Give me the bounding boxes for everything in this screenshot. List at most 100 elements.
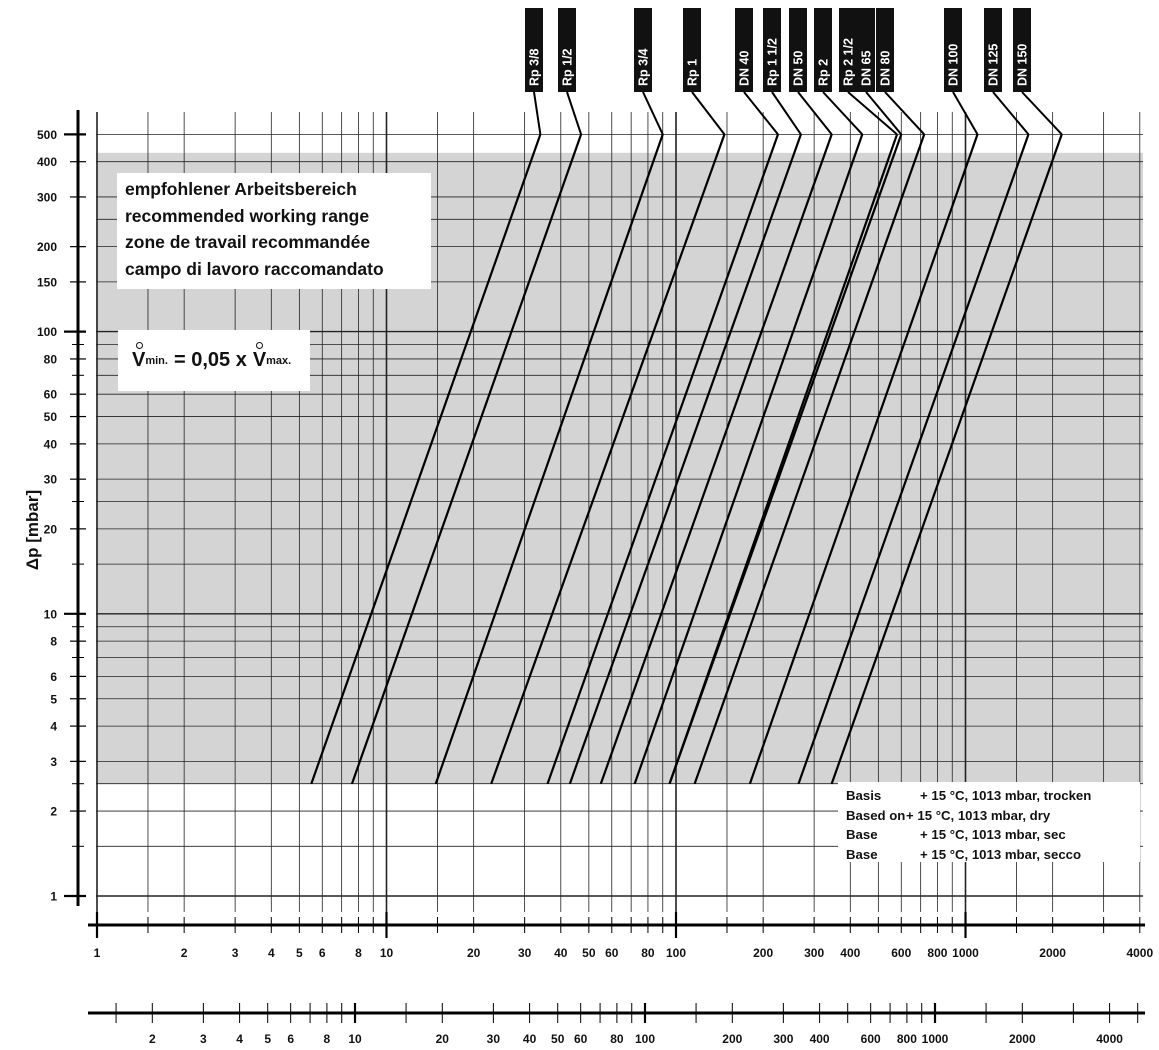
size-label-9: Rp 2 1/2 [842,38,856,86]
vmin-formula-box: V min. = 0,05 x V max. [118,330,310,391]
x2-tick-label: 10 [348,1032,362,1046]
x1-tick-label: 2000 [1039,946,1066,960]
size-label-10: DN 65 [860,51,874,86]
curve-leader-7 [797,91,833,135]
vmin-factor: = 0,05 x [173,349,247,371]
size-label-box-3 [634,8,652,92]
curve-13 [797,133,1030,785]
x1-tick-label: 6 [319,946,326,960]
size-label-1: Rp 3/8 [528,48,542,86]
curve-leader-1 [533,91,542,135]
size-label-14: DN 150 [1016,44,1030,86]
x1-tick-label: 80 [641,946,655,960]
size-label-6: Rp 1 1/2 [766,38,780,86]
curve-leader-14 [1021,91,1063,136]
y-tick-label: 1 [50,890,57,904]
curve-3 [434,133,664,785]
size-label-box-6 [763,8,781,92]
curve-12 [748,133,979,785]
range-line-it: campo di lavoro raccomandato [125,258,384,279]
y-tick-label: 300 [37,190,57,204]
x1-tick-label: 30 [518,946,532,960]
x2-tick-label: 4000 [1096,1032,1123,1046]
y-tick-label: 150 [37,275,57,289]
x1-tick-label: 5 [296,946,303,960]
curve-leader-10 [865,91,903,135]
x1-tick-label: 300 [804,946,824,960]
y-tick-label: 10 [44,607,58,621]
size-label-box-5 [735,8,753,92]
range-line-en: recommended working range [125,205,370,226]
x2-tick-label: 8 [324,1032,331,1046]
size-label-box-14 [1013,8,1031,92]
size-label-3: Rp 3/4 [637,48,651,86]
x1-tick-label: 1000 [952,946,979,960]
x2-tick-label: 4 [236,1032,243,1046]
size-label-box-8 [814,8,832,92]
basis-row-en: Based on + 15 °C, 1013 mbar, dry [846,807,1051,823]
curve-5 [546,133,779,785]
x2-tick-label: 80 [610,1032,624,1046]
curve-leader-4 [691,91,726,135]
y-tick-label: 5 [50,692,57,706]
curve-7 [599,133,833,785]
x1-tick-label: 100 [666,946,686,960]
vmax-subscript: max. [266,354,292,367]
x2-tick-label: 50 [551,1032,565,1046]
x1-tick-label: 50 [582,946,596,960]
vmax-symbol: V [252,342,267,371]
x2-tick-label: 2000 [1009,1032,1036,1046]
x2-tick-label: 5 [264,1032,271,1046]
x2-tick-label: 400 [810,1032,830,1046]
size-label-box-7 [789,8,807,92]
y-tick-label: 500 [37,128,57,142]
axes: 1234568102030405060801001502003004005001… [37,110,1153,1046]
size-label-box-2 [558,8,576,92]
x2-tick-label: 60 [574,1032,588,1046]
size-label-2: Rp 1/2 [561,48,575,86]
y-axis-label: Δp [mbar] [23,490,42,570]
size-label-box-10 [857,8,875,92]
curve-leader-13 [992,91,1030,135]
curve-2 [350,133,583,785]
x1-tick-label: 3 [232,946,239,960]
size-label-12: DN 100 [947,44,961,86]
y-tick-label: 400 [37,155,57,169]
x2-tick-label: 40 [523,1032,537,1046]
x2-tick-label: 600 [861,1032,881,1046]
curves [310,91,1063,785]
y-tick-label: 6 [50,670,57,684]
y-tick-label: 20 [44,522,58,536]
size-label-7: DN 50 [792,51,806,86]
curve-leader-3 [642,91,664,135]
curve-leader-5 [743,91,779,135]
size-label-box-13 [984,8,1002,92]
y-tick-label: 100 [37,325,57,339]
x1-tick-label: 800 [927,946,947,960]
curve-leader-12 [952,91,979,135]
size-label-box-9 [839,8,857,92]
x1-tick-label: 40 [554,946,568,960]
x1-tick-label: 4 [268,946,275,960]
y-tick-label: 200 [37,240,57,254]
size-label-13: DN 125 [987,44,1001,86]
curve-14 [830,133,1063,785]
y-tick-label: 80 [44,352,58,366]
basis-conditions-box: Basis + 15 °C, 1013 mbar, trocken Based … [838,782,1140,862]
curve-10 [668,133,903,785]
x2-tick-label: 200 [722,1032,742,1046]
curve-leader-9 [847,91,898,136]
size-label-box-11 [876,8,894,92]
x2-tick-label: 2 [149,1032,156,1046]
vmin-symbol: V [132,342,146,371]
curve-11 [693,133,926,785]
x2-tick-label: 3 [200,1032,207,1046]
x1-tick-label: 400 [840,946,860,960]
y-tick-label: 3 [50,755,57,769]
range-line-de: empfohlener Arbeitsbereich [125,179,357,199]
x2-tick-label: 20 [436,1032,450,1046]
curve-8 [633,133,864,785]
x1-tick-label: 1 [94,946,101,960]
y-tick-label: 8 [50,635,57,649]
